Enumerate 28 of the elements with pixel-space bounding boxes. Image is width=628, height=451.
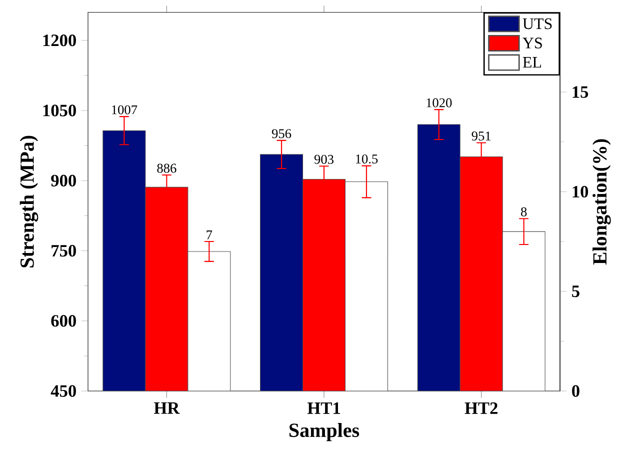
data-label: 1007 [112, 105, 138, 114]
x-tick-label: HT2 [464, 402, 498, 414]
legend-label: YS [522, 38, 542, 48]
y-tick-label: 750 [52, 244, 76, 257]
legend-label: UTS [522, 18, 552, 30]
x-axis-title: Samples [290, 423, 360, 442]
y2-tick-label: 10 [572, 186, 588, 198]
y2-tick-label: 15 [572, 86, 588, 98]
data-label: 1020 [426, 98, 452, 108]
legend-label: EL [522, 57, 542, 68]
x-tick-label: HT1 [307, 402, 340, 414]
y2-axis-title: Elongation(%) [592, 139, 611, 265]
data-label: 7 [206, 230, 212, 240]
y-tick-label: 1200 [43, 34, 76, 46]
y-tick-label: 450 [50, 385, 76, 397]
y2-tick-label: 5 [572, 286, 580, 298]
y2-tick-label: 0 [572, 385, 580, 397]
data-label: 886 [157, 164, 176, 173]
y-tick-label: 1050 [43, 104, 76, 116]
data-label: 951 [472, 132, 491, 140]
data-label: 8 [520, 207, 527, 216]
x-tick-label: HR [154, 402, 180, 414]
y-axis-title: Strength (MPa) [20, 136, 38, 268]
data-label: 903 [314, 154, 334, 164]
y-tick-label: 900 [51, 174, 76, 186]
data-label: 10.5 [356, 154, 378, 164]
data-label: 956 [272, 129, 292, 138]
y-tick-label: 600 [51, 315, 76, 327]
